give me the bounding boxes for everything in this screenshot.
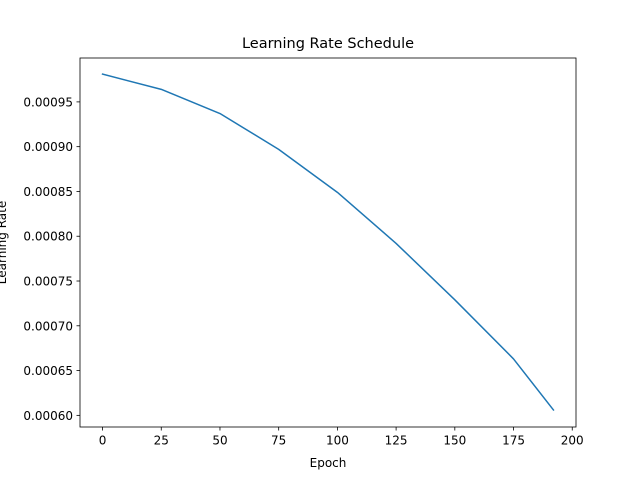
series-line-0 bbox=[101, 73, 555, 412]
x-tick-label: 150 bbox=[443, 434, 466, 448]
y-tick-label: 0.00065 bbox=[23, 364, 73, 378]
x-tick-label: 100 bbox=[326, 434, 349, 448]
x-axis: 0 25 50 75 100 125 150 175 200 bbox=[99, 427, 584, 448]
x-tick-label: 125 bbox=[385, 434, 408, 448]
y-tick-label: 0.00070 bbox=[23, 319, 73, 333]
chart-title: Learning Rate Schedule bbox=[242, 36, 414, 52]
y-tick-label: 0.00080 bbox=[23, 230, 73, 244]
y-tick-label: 0.00075 bbox=[23, 275, 73, 289]
plot-frame bbox=[79, 57, 577, 428]
x-tick-label: 0 bbox=[99, 434, 107, 448]
x-tick-label: 50 bbox=[212, 434, 227, 448]
x-tick-label: 175 bbox=[502, 434, 525, 448]
x-axis-label: Epoch bbox=[310, 456, 347, 470]
y-axis: 0.00060 0.00065 0.00070 0.00075 0.00080 0.000… bbox=[23, 95, 80, 423]
x-tick-label: 25 bbox=[154, 434, 169, 448]
y-tick-label: 0.00085 bbox=[23, 185, 73, 199]
x-tick-label: 200 bbox=[561, 434, 584, 448]
y-tick-label: 0.00090 bbox=[23, 140, 73, 154]
y-tick-label: 0.00095 bbox=[23, 95, 73, 109]
x-tick-label: 75 bbox=[271, 434, 286, 448]
plot-area bbox=[79, 57, 577, 428]
y-axis-label: Learning Rate bbox=[0, 201, 9, 284]
y-tick-label: 0.00060 bbox=[23, 409, 73, 423]
